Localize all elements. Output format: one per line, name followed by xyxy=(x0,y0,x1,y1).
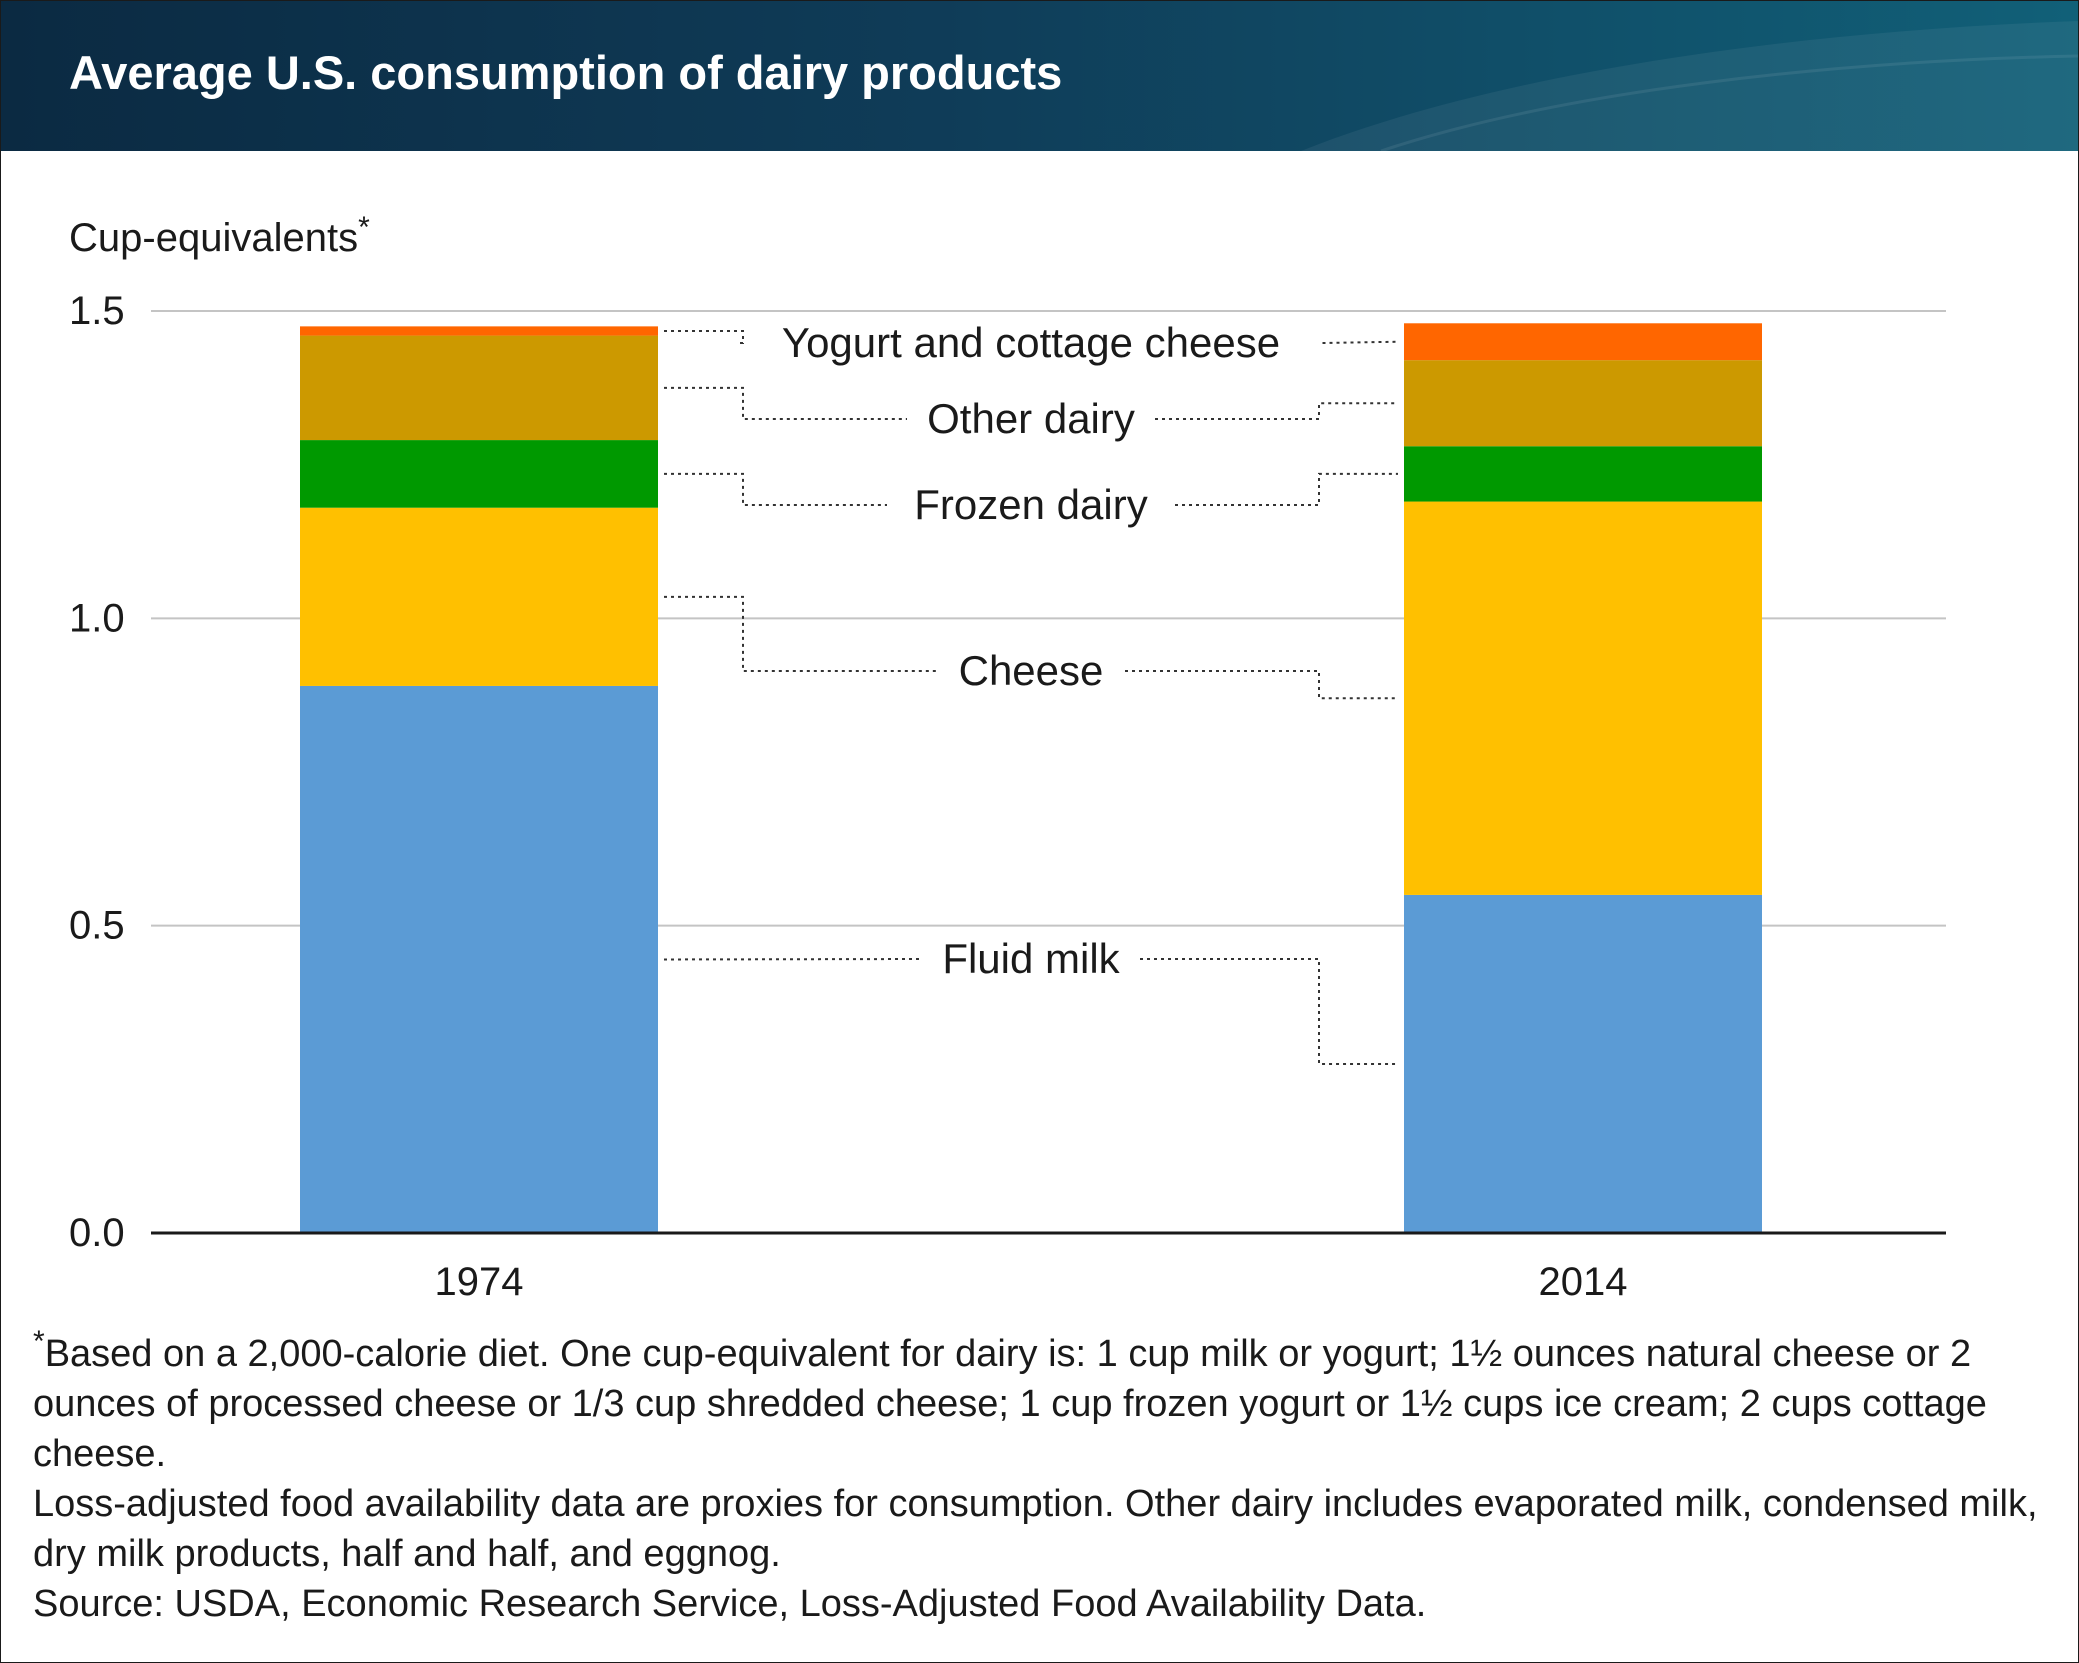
leader-right-frozen-dairy xyxy=(1175,472,1398,506)
bar-fluid-milk-2014 xyxy=(1404,894,1762,1233)
chart-title: Average U.S. consumption of dairy produc… xyxy=(69,46,1063,99)
leader-right-fluid-milk xyxy=(1140,958,1398,1065)
segment-labels: Fluid milk Cheese Frozen dairy Other dairy Y… xyxy=(782,319,1280,982)
banner-swoosh-decoration xyxy=(1301,21,2078,151)
segment-label-frozen-dairy: Frozen dairy xyxy=(914,481,1147,528)
y-axis-label: Cup-equivalents* xyxy=(69,211,370,260)
bar-other-dairy-1974 xyxy=(300,335,658,441)
footnote-diet-text: Based on a 2,000-calorie diet. One cup-e… xyxy=(33,1333,1987,1475)
footnote-star: * xyxy=(33,1325,45,1358)
leader-left-yogurt-and-cottage-cheese xyxy=(664,329,744,344)
label-leader-lines xyxy=(663,329,1399,1065)
y-tick-label: 0.5 xyxy=(69,904,125,948)
y-tick-label: 1.0 xyxy=(69,596,125,640)
leader-left-frozen-dairy xyxy=(664,472,887,506)
bar-yogurt-and-cottage-cheese-2014 xyxy=(1404,323,1762,361)
segment-label-yogurt-and-cottage-cheese: Yogurt and cottage cheese xyxy=(782,319,1280,366)
bar-yogurt-and-cottage-cheese-1974 xyxy=(300,326,658,336)
bar-stacks xyxy=(300,323,1762,1233)
footnote-diet-note: *Based on a 2,000-calorie diet. One cup-… xyxy=(33,1327,2043,1479)
segment-label-other-dairy: Other dairy xyxy=(927,395,1135,442)
leader-left-cheese xyxy=(664,595,937,672)
x-tick-label-1974: 1974 xyxy=(435,1260,524,1304)
y-tick-label: 1.5 xyxy=(69,289,125,333)
title-banner: Average U.S. consumption of dairy produc… xyxy=(1,1,2078,151)
segment-label-cheese: Cheese xyxy=(959,647,1104,694)
bar-cheese-2014 xyxy=(1404,501,1762,895)
footnote: *Based on a 2,000-calorie diet. One cup-… xyxy=(33,1327,2043,1629)
axes: Cup-equivalents* 0.0 0.5 1.0 1.5 1974 2014 xyxy=(69,211,1946,1304)
footnote-source: Source: USDA, Economic Research Service,… xyxy=(33,1583,1427,1625)
footnote-data-note: Loss-adjusted food availability data are… xyxy=(33,1483,2038,1575)
x-tick-label-2014: 2014 xyxy=(1539,1260,1628,1304)
segment-label-fluid-milk: Fluid milk xyxy=(942,935,1120,982)
stacked-bar-chart: Cup-equivalents* 0.0 0.5 1.0 1.5 1974 2014 Flu… xyxy=(69,211,1946,1304)
y-tick-label: 0.0 xyxy=(69,1211,125,1255)
leader-right-cheese xyxy=(1125,670,1398,700)
leader-right-yogurt-and-cottage-cheese xyxy=(1322,340,1399,344)
leader-right-other-dairy xyxy=(1155,402,1398,420)
bar-other-dairy-2014 xyxy=(1404,360,1762,447)
bar-cheese-1974 xyxy=(300,507,658,686)
leader-left-other-dairy xyxy=(664,386,907,420)
bar-fluid-milk-1974 xyxy=(300,685,658,1233)
bar-frozen-dairy-2014 xyxy=(1404,446,1762,502)
bar-frozen-dairy-1974 xyxy=(300,440,658,508)
